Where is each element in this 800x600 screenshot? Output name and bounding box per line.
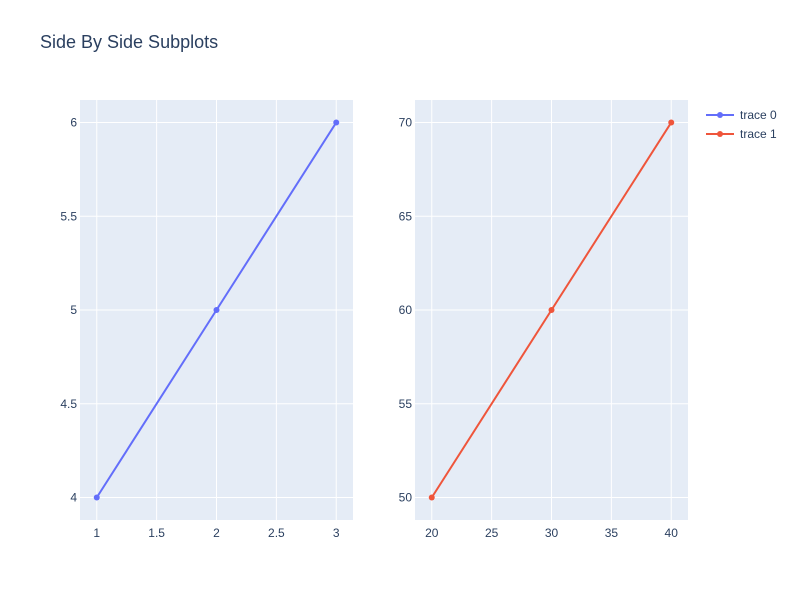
x-tick-label: 1.5 (148, 526, 165, 540)
x-tick-label: 30 (545, 526, 559, 540)
x-tick-label: 20 (425, 526, 439, 540)
y-tick-label: 50 (399, 491, 413, 505)
x-tick-label: 3 (333, 526, 340, 540)
y-tick-label: 70 (399, 116, 413, 130)
y-tick-label: 4 (70, 491, 77, 505)
data-point (213, 307, 220, 313)
data-point (93, 494, 100, 501)
data-point (548, 307, 555, 313)
y-tick-label: 5 (70, 303, 77, 317)
data-point (668, 119, 675, 126)
subplot-2: 20 25 30 35 40 50 55 60 65 70 (399, 100, 688, 540)
x-tick-label: 2 (213, 526, 220, 540)
subplot-1: 1 1.5 2 2.5 3 4 4.5 5 5.5 6 (60, 100, 353, 540)
legend-swatch-marker (717, 112, 723, 118)
legend-label: trace 0 (740, 108, 777, 122)
y-tick-label: 6 (70, 116, 77, 130)
y-tick-label: 55 (399, 397, 413, 411)
chart-title: Side By Side Subplots (40, 32, 219, 52)
y-tick-label: 5.5 (60, 209, 77, 223)
x-tick-label: 2.5 (268, 526, 285, 540)
data-point (428, 494, 435, 501)
y-tick-label: 65 (399, 209, 413, 223)
legend-label: trace 1 (740, 127, 777, 141)
data-point (333, 119, 340, 126)
x-tick-label: 40 (665, 526, 679, 540)
y-tick-label: 4.5 (60, 397, 77, 411)
legend-item[interactable]: trace 0 (706, 108, 777, 122)
legend: trace 0 trace 1 (706, 108, 777, 141)
x-tick-label: 35 (605, 526, 619, 540)
x-tick-label: 1 (93, 526, 100, 540)
y-tick-label: 60 (399, 303, 413, 317)
x-tick-label: 25 (485, 526, 499, 540)
legend-item[interactable]: trace 1 (706, 127, 777, 141)
legend-swatch-marker (717, 131, 723, 137)
